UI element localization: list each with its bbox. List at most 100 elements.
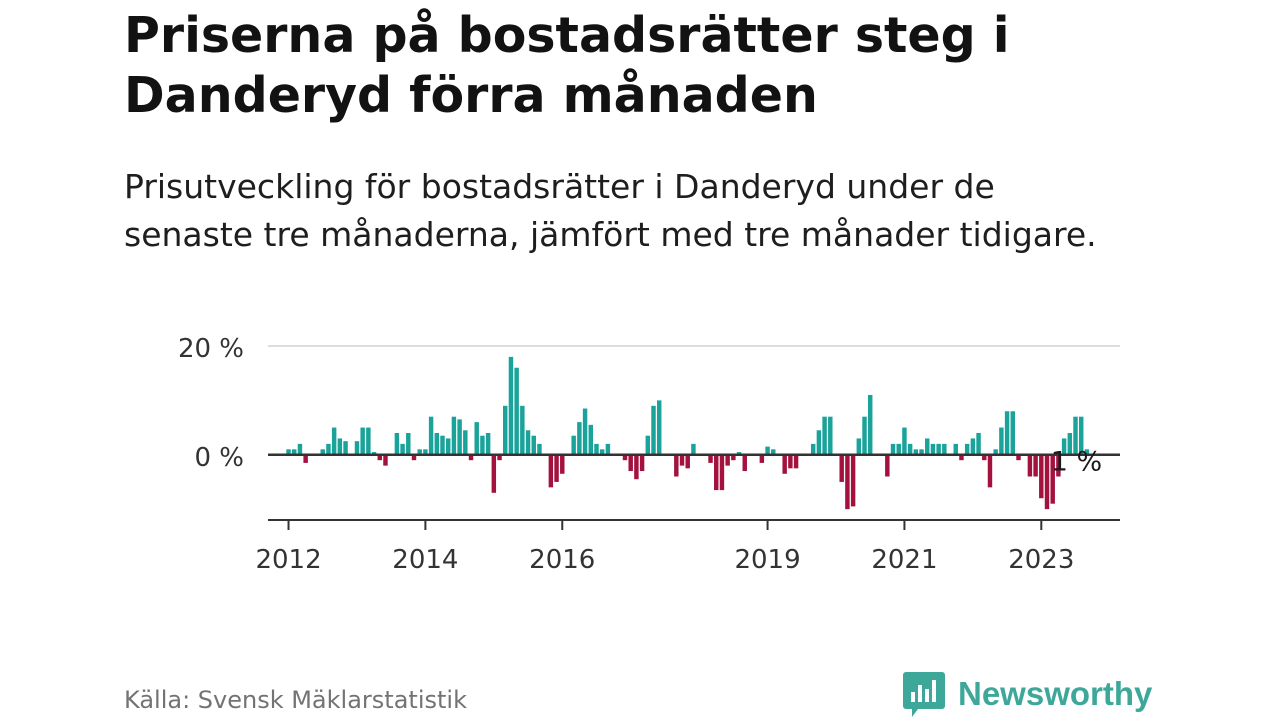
- bar: [845, 454, 850, 510]
- bar: [588, 424, 594, 455]
- bar: [691, 443, 696, 455]
- bar: [885, 454, 890, 477]
- bar: [982, 454, 987, 461]
- bar: [440, 435, 445, 455]
- bar: [537, 443, 542, 455]
- bar: [731, 454, 736, 461]
- bar: [856, 438, 862, 455]
- bar: [828, 416, 833, 455]
- bar: [759, 454, 765, 463]
- bar: [1004, 411, 1010, 455]
- bar: [890, 443, 896, 455]
- bar: [913, 449, 919, 455]
- bar: [605, 443, 611, 455]
- bar: [1027, 454, 1033, 477]
- bar: [896, 443, 901, 455]
- bar: [411, 454, 417, 461]
- bar: [434, 433, 440, 455]
- bar: [1084, 449, 1090, 455]
- bar: [622, 454, 628, 461]
- chart-subtitle: Prisutveckling för bostadsrätter i Dande…: [124, 167, 1097, 254]
- y-tick-label: 20 %: [178, 334, 244, 364]
- bar: [554, 454, 559, 482]
- bar: [303, 454, 308, 463]
- bar: [970, 438, 976, 455]
- bar: [423, 449, 428, 455]
- bar: [457, 419, 462, 455]
- bar: [725, 454, 730, 466]
- bar: [451, 416, 457, 455]
- annotation-label: 1 %: [1051, 447, 1102, 478]
- bar: [485, 433, 491, 455]
- bar: [400, 443, 405, 455]
- bar: [1056, 454, 1061, 477]
- bar: [508, 356, 514, 455]
- bar: [719, 454, 725, 491]
- source-note: Källa: Svensk Mäklarstatistik: [124, 686, 467, 714]
- bar: [936, 443, 941, 455]
- x-tick-label: 2023: [1008, 545, 1074, 575]
- bar: [850, 454, 856, 507]
- bar: [417, 449, 422, 455]
- bar: [1033, 454, 1038, 477]
- bar: [406, 433, 411, 455]
- bars: [286, 356, 1090, 510]
- bar: [1039, 454, 1044, 499]
- bar: [742, 454, 747, 472]
- bar: [919, 449, 924, 455]
- bar: [628, 454, 633, 472]
- bar: [993, 449, 998, 455]
- bar: [839, 454, 844, 482]
- bar: [480, 435, 485, 455]
- bar: [1016, 454, 1021, 461]
- bar: [634, 454, 639, 480]
- bar: [525, 430, 531, 455]
- bar: [1061, 438, 1067, 455]
- bar: [371, 452, 377, 455]
- bar: [292, 449, 297, 455]
- bar: [571, 435, 576, 455]
- bar-chart: 2012 2014 2016 2019 2021 2023 0 % 20 % 1 %: [178, 334, 1120, 575]
- bar: [1067, 433, 1073, 455]
- bar: [862, 416, 867, 455]
- bar: [674, 454, 679, 477]
- bar: [656, 400, 662, 455]
- x-tick-label: 2021: [871, 545, 937, 575]
- bar: [639, 454, 645, 472]
- bar: [326, 443, 331, 455]
- bar: [902, 427, 907, 455]
- bar: [320, 449, 325, 455]
- x-tick-label: 2016: [529, 545, 595, 575]
- bar: [599, 449, 605, 455]
- brand-name: Newsworthy: [958, 675, 1153, 712]
- bar: [394, 433, 400, 455]
- bar: [708, 454, 713, 463]
- bar: [816, 430, 822, 455]
- bar: [679, 454, 685, 466]
- bar: [577, 422, 582, 455]
- bar: [793, 454, 799, 469]
- x-tick-label: 2019: [734, 545, 800, 575]
- bar: [520, 405, 525, 455]
- y-tick-label: 0 %: [194, 443, 244, 473]
- newsworthy-logo-icon: [903, 672, 945, 717]
- bar: [765, 446, 770, 455]
- bar: [474, 422, 479, 455]
- bar: [337, 438, 343, 455]
- bar: [953, 443, 958, 455]
- bar: [987, 454, 993, 488]
- bar: [582, 408, 588, 455]
- bar: [366, 427, 371, 455]
- bar: [685, 454, 690, 469]
- bar: [354, 441, 360, 455]
- x-axis: 2012 2014 2016 2019 2021 2023: [255, 519, 1120, 575]
- bar: [491, 454, 497, 493]
- bar: [999, 427, 1004, 455]
- bar: [925, 438, 930, 455]
- bar: [1078, 416, 1084, 455]
- bar: [383, 454, 388, 466]
- bar: [297, 443, 303, 455]
- x-tick-label: 2014: [392, 545, 458, 575]
- bar: [736, 452, 742, 455]
- bar: [560, 454, 565, 474]
